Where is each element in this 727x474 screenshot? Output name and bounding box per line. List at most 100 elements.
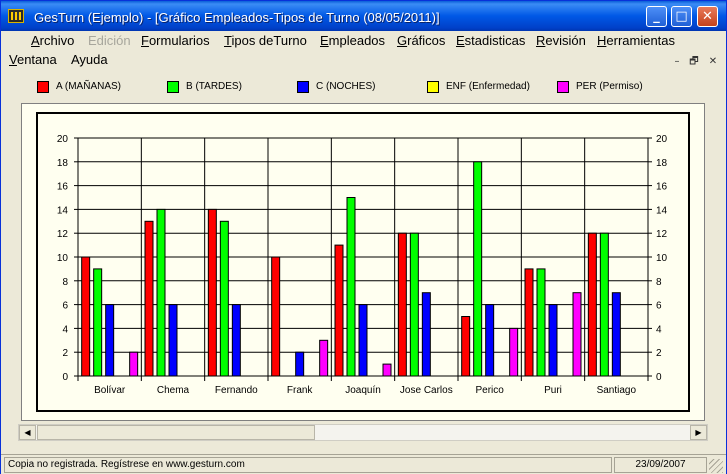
minimize-button[interactable]: _ [646, 6, 667, 27]
scrollbar-thumb[interactable] [37, 425, 315, 440]
menu-bar: Archivo Edición Formularios Tipos deTurno Em… [5, 32, 722, 70]
scroll-left-arrow-icon[interactable]: ◀ [19, 425, 36, 440]
bar [81, 256, 91, 377]
bar [409, 232, 419, 377]
menu-gráficos[interactable]: Gráficos [397, 33, 446, 48]
legend-label: ENF (Enfermedad) [446, 81, 530, 92]
x-tick-label: Santiago [597, 385, 637, 396]
bar [231, 304, 241, 377]
x-tick-label: Bolívar [94, 385, 126, 396]
app-icon[interactable] [8, 9, 24, 23]
maximize-button[interactable]: □ [671, 6, 692, 27]
legend-label: C (NOCHES) [316, 81, 376, 92]
y-tick-label-right: 20 [656, 134, 668, 145]
close-button[interactable]: ✕ [697, 6, 718, 27]
status-message: Copia no registrada. Regístrese en www.g… [4, 457, 612, 473]
bar [129, 351, 139, 377]
legend-swatch [297, 81, 309, 93]
horizontal-scrollbar[interactable]: ◀ ▶ [18, 424, 708, 441]
bar [358, 304, 368, 377]
menu-estadisticas[interactable]: Estadisticas [456, 33, 526, 48]
resize-grip-icon[interactable] [709, 459, 723, 473]
bar [421, 292, 431, 377]
bar [599, 232, 609, 377]
y-tick-label-right: 0 [656, 372, 662, 383]
chart-frame: 0 0 2 2 4 4 6 6 8 8 10 10 12 12 14 14 16 16 18 18 20 20 Bolíva… [21, 103, 705, 421]
y-tick-label-right: 10 [656, 253, 668, 264]
legend-swatch [557, 81, 569, 93]
bar [168, 304, 178, 377]
bar [295, 351, 305, 377]
y-tick-label-left: 0 [62, 372, 68, 383]
y-tick-label-right: 8 [656, 277, 662, 288]
mdi-close-button[interactable]: ✕ [708, 56, 718, 67]
bar [587, 232, 597, 377]
y-tick-label-right: 14 [656, 205, 668, 216]
legend-label: PER (Permiso) [576, 81, 643, 92]
bar [156, 208, 166, 377]
legend-label: A (MAÑANAS) [56, 81, 122, 92]
y-tick-label-right: 6 [656, 301, 662, 312]
menu-ventana[interactable]: Ventana [9, 52, 57, 67]
menu-herramientas[interactable]: Herramientas [597, 33, 676, 48]
y-tick-label-right: 12 [656, 229, 668, 240]
bar [572, 292, 582, 377]
bar [334, 244, 344, 377]
y-tick-label-left: 14 [57, 205, 69, 216]
y-tick-label-right: 18 [656, 158, 668, 169]
menu-edición: Edición [88, 33, 131, 48]
mdi-restore-button[interactable]: 🗗 [689, 56, 699, 67]
bar [105, 304, 115, 377]
y-tick-label-left: 12 [57, 229, 69, 240]
x-tick-label: Puri [544, 385, 562, 396]
y-tick-label-left: 4 [62, 324, 68, 335]
window-title: GesTurn (Ejemplo) - [Gráfico Empleados-T… [34, 10, 440, 25]
y-tick-label-left: 18 [57, 158, 69, 169]
chart-plot-area: 0 0 2 2 4 4 6 6 8 8 10 10 12 12 14 14 16 16 18 18 20 20 Bolíva… [36, 112, 690, 412]
bar [144, 220, 154, 377]
bar [611, 292, 621, 377]
bar [473, 161, 483, 377]
y-tick-label-right: 4 [656, 324, 662, 335]
legend-swatch [37, 81, 49, 93]
x-tick-label: Perico [475, 385, 504, 396]
legend-swatch [167, 81, 179, 93]
menu-revisión[interactable]: Revisión [536, 33, 586, 48]
bar [207, 208, 217, 377]
y-tick-label-left: 16 [57, 182, 69, 193]
y-tick-label-right: 2 [656, 348, 662, 359]
bar [93, 268, 103, 377]
legend-swatch [427, 81, 439, 93]
scroll-right-arrow-icon[interactable]: ▶ [690, 425, 707, 440]
x-tick-label: Frank [287, 385, 314, 396]
chart-legend: A (MAÑANAS) B (TARDES) C (NOCHES) ENF (Enfe… [5, 71, 722, 101]
y-tick-label-left: 8 [62, 277, 68, 288]
menu-tipos-deturno[interactable]: Tipos deTurno [224, 33, 307, 48]
mdi-minimize-button[interactable]: – [674, 56, 680, 67]
menu-archivo[interactable]: Archivo [31, 33, 75, 48]
legend-label: B (TARDES) [186, 81, 242, 92]
bar [382, 363, 392, 377]
bar [461, 316, 471, 377]
y-tick-label-left: 6 [62, 301, 68, 312]
y-tick-label-left: 2 [62, 348, 68, 359]
menu-empleados[interactable]: Empleados [320, 33, 386, 48]
menu-ayuda[interactable]: Ayuda [71, 52, 108, 67]
menu-formularios[interactable]: Formularios [141, 33, 210, 48]
bar [219, 220, 229, 377]
bar [524, 268, 534, 377]
y-tick-label-left: 10 [57, 253, 69, 264]
title-bar[interactable]: GesTurn (Ejemplo) - [Gráfico Empleados-T… [1, 1, 726, 31]
bar [548, 304, 558, 377]
x-tick-label: Jose Carlos [400, 385, 453, 396]
x-tick-label: Joaquín [345, 385, 381, 396]
bar [536, 268, 546, 377]
bar [346, 197, 356, 377]
status-date: 23/09/2007 [614, 457, 707, 473]
y-tick-label-left: 20 [57, 134, 69, 145]
status-bar: Copia no registrada. Regístrese en www.g… [1, 454, 726, 474]
y-tick-label-right: 16 [656, 182, 668, 193]
bar [509, 327, 519, 377]
bar-chart: 0 0 2 2 4 4 6 6 8 8 10 10 12 12 14 14 16 16 18 18 20 20 Bolíva… [57, 134, 668, 396]
